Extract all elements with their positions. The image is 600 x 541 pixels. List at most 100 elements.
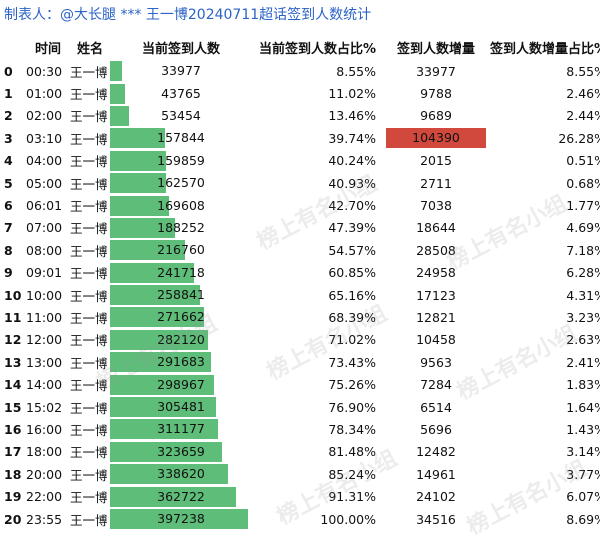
current-value: 311177 bbox=[157, 421, 205, 437]
row-index: 16 bbox=[4, 421, 22, 437]
row-current: 298967 bbox=[110, 373, 252, 395]
row-increase: 2015 bbox=[382, 150, 490, 172]
row-increase-pct: 2.44% bbox=[566, 108, 600, 124]
current-bar bbox=[110, 374, 214, 395]
current-value: 291683 bbox=[157, 354, 205, 370]
current-value: 282120 bbox=[157, 331, 205, 347]
header-increase-pct: 签到人数增量占比% bbox=[490, 41, 600, 57]
row-current-pct: 47.39% bbox=[328, 220, 376, 236]
row-time: 06:01 bbox=[26, 198, 63, 214]
row-current: 33977 bbox=[110, 60, 252, 82]
row-index: 8 bbox=[4, 242, 13, 258]
row-increase-pct: 8.55% bbox=[566, 63, 600, 79]
row-increase: 6514 bbox=[382, 396, 490, 418]
increase-value: 6514 bbox=[420, 399, 452, 415]
row-name: 王一博 bbox=[70, 445, 108, 461]
row-increase-pct: 2.63% bbox=[566, 332, 600, 348]
row-current: 53454 bbox=[110, 105, 252, 127]
row-current: 162570 bbox=[110, 172, 252, 194]
row-index: 9 bbox=[4, 265, 13, 281]
sign-in-table: 时间 姓名 当前签到人数 当前签到人数占比% 签到人数增量 签到人数增量占比% … bbox=[0, 34, 600, 530]
row-index: 17 bbox=[4, 444, 22, 460]
row-current-pct: 78.34% bbox=[328, 421, 376, 437]
increase-value: 28508 bbox=[416, 242, 456, 258]
row-index: 10 bbox=[4, 287, 22, 303]
current-bar bbox=[110, 83, 126, 104]
row-time: 08:00 bbox=[26, 242, 63, 258]
row-current-pct: 91.31% bbox=[328, 489, 376, 505]
row-index: 19 bbox=[4, 489, 22, 505]
row-index: 3 bbox=[4, 130, 13, 146]
current-bar bbox=[110, 307, 205, 328]
increase-value: 9563 bbox=[420, 354, 452, 370]
row-increase: 33977 bbox=[382, 60, 490, 82]
row-current-pct: 85.24% bbox=[328, 466, 376, 482]
row-increase-pct: 7.18% bbox=[566, 242, 600, 258]
row-time: 04:00 bbox=[26, 153, 63, 169]
row-name: 王一博 bbox=[70, 333, 108, 349]
increase-value: 5696 bbox=[420, 421, 452, 437]
row-index: 5 bbox=[4, 175, 13, 191]
row-name: 王一博 bbox=[70, 109, 108, 125]
row-increase-pct: 4.31% bbox=[566, 287, 600, 303]
row-time: 16:00 bbox=[26, 421, 63, 437]
row-current-pct: 11.02% bbox=[328, 86, 376, 102]
increase-value: 12821 bbox=[416, 309, 456, 325]
row-time: 02:00 bbox=[26, 108, 63, 124]
row-increase-pct: 0.51% bbox=[566, 153, 600, 169]
current-value: 397238 bbox=[157, 511, 205, 526]
page-title: 制表人：@大长腿 *** 王一博20240711超话签到人数统计 bbox=[4, 7, 372, 23]
row-current: 291683 bbox=[110, 351, 252, 373]
row-current: 282120 bbox=[110, 329, 252, 351]
current-bar bbox=[110, 150, 166, 171]
row-name: 王一博 bbox=[70, 490, 108, 506]
current-value: 159859 bbox=[157, 152, 205, 168]
row-current-pct: 60.85% bbox=[328, 265, 376, 281]
current-value: 323659 bbox=[157, 443, 205, 459]
current-bar bbox=[110, 419, 219, 440]
row-name: 王一博 bbox=[70, 288, 108, 304]
row-increase-pct: 1.64% bbox=[566, 399, 600, 415]
table-row: 9 09:01 王一博 241718 60.85% 24958 6.28% bbox=[0, 262, 600, 284]
header-name: 姓名 bbox=[76, 41, 103, 57]
current-bar bbox=[110, 128, 165, 149]
increase-value: 2711 bbox=[420, 175, 452, 191]
current-value: 188252 bbox=[157, 219, 205, 235]
row-increase: 34516 bbox=[382, 508, 490, 530]
current-bar bbox=[110, 217, 176, 238]
table-row: 7 07:00 王一博 188252 47.39% 18644 4.69% bbox=[0, 217, 600, 239]
row-time: 07:00 bbox=[26, 220, 63, 236]
row-name: 王一博 bbox=[70, 422, 108, 438]
row-current-pct: 81.48% bbox=[328, 444, 376, 460]
current-bar bbox=[110, 397, 217, 418]
row-current: 311177 bbox=[110, 418, 252, 440]
row-index: 15 bbox=[4, 399, 22, 415]
row-increase-pct: 3.77% bbox=[566, 466, 600, 482]
row-increase: 12821 bbox=[382, 306, 490, 328]
row-time: 01:00 bbox=[26, 86, 63, 102]
increase-value: 7284 bbox=[420, 377, 452, 393]
current-bar bbox=[110, 464, 228, 485]
table-row: 0 00:30 王一博 33977 8.55% 33977 8.55% bbox=[0, 60, 600, 82]
table-row: 6 06:01 王一博 169608 42.70% 7038 1.77% bbox=[0, 194, 600, 216]
current-value: 305481 bbox=[157, 399, 205, 415]
row-increase-pct: 2.41% bbox=[566, 354, 600, 370]
header-increase: 签到人数增量 bbox=[396, 41, 475, 57]
current-bar bbox=[110, 262, 194, 283]
row-current: 241718 bbox=[110, 262, 252, 284]
current-bar bbox=[110, 509, 248, 529]
row-index: 0 bbox=[4, 63, 13, 79]
row-time: 00:30 bbox=[26, 63, 63, 79]
row-time: 13:00 bbox=[26, 354, 63, 370]
row-increase-pct: 8.69% bbox=[566, 511, 600, 527]
row-increase: 104390 bbox=[382, 127, 490, 149]
row-current-pct: 54.57% bbox=[328, 242, 376, 258]
row-name: 王一博 bbox=[70, 131, 108, 147]
increase-value: 104390 bbox=[386, 128, 486, 149]
increase-value: 17123 bbox=[416, 287, 456, 303]
row-increase: 9563 bbox=[382, 351, 490, 373]
